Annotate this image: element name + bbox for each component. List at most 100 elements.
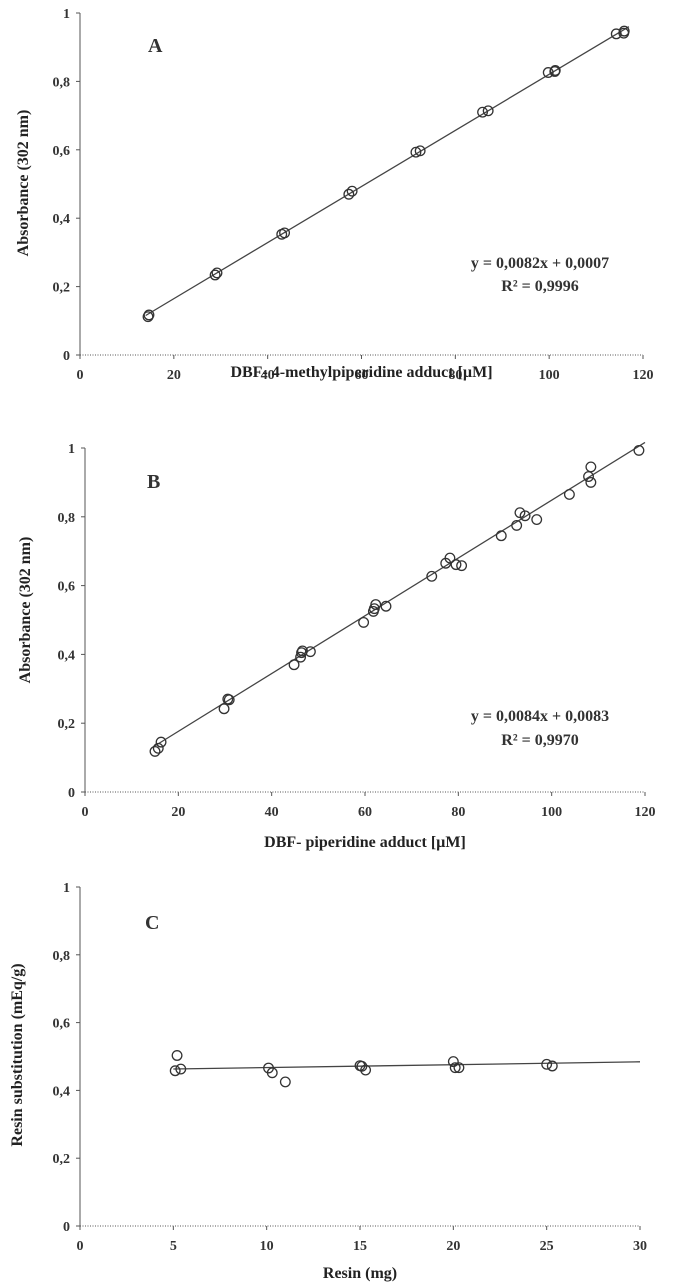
- data-point: [426, 570, 438, 582]
- panel-letter: A: [148, 35, 163, 57]
- y-tick-label: 0,8: [53, 75, 71, 90]
- y-tick-label: 0,6: [58, 580, 76, 595]
- x-tick-label: 60: [358, 805, 372, 820]
- x-tick-label: 20: [171, 805, 185, 820]
- data-point: [447, 1056, 459, 1068]
- y-tick-label: 0,6: [53, 144, 71, 159]
- x-tick-label: 5: [170, 1239, 177, 1254]
- data-point: [541, 1058, 553, 1070]
- y-axis-title: Absorbance (302 nm): [15, 110, 32, 257]
- data-point: [633, 444, 645, 456]
- y-axis-title: Absorbance (302 nm): [17, 537, 34, 684]
- x-axis-title: Resin (mg): [323, 1265, 397, 1282]
- regression-equation: y = 0,0084x + 0,0083: [471, 708, 609, 725]
- x-tick-label: 20: [167, 368, 181, 383]
- y-tick-label: 0: [63, 349, 70, 364]
- x-axis-title: DBF- piperidine adduct [µM]: [264, 834, 466, 851]
- data-point: [223, 694, 235, 706]
- x-tick-label: 0: [77, 368, 84, 383]
- x-tick-label: 120: [635, 805, 656, 820]
- x-tick-label: 100: [541, 805, 562, 820]
- data-point: [279, 227, 291, 239]
- trendline: [145, 26, 630, 317]
- data-point: [218, 703, 230, 715]
- y-tick-label: 0: [63, 1220, 70, 1235]
- data-point: [495, 530, 507, 542]
- y-tick-label: 0,2: [53, 1152, 71, 1167]
- panel-letter: B: [147, 471, 160, 493]
- x-tick-label: 40: [265, 805, 279, 820]
- data-point: [358, 616, 370, 628]
- data-point: [279, 1076, 291, 1088]
- y-tick-label: 0,4: [53, 212, 71, 227]
- r-squared: R² = 0,9996: [501, 278, 578, 295]
- data-point: [171, 1050, 183, 1061]
- data-point: [546, 1060, 558, 1072]
- data-point: [149, 745, 161, 757]
- x-tick-label: 15: [353, 1239, 367, 1254]
- data-point: [304, 646, 316, 658]
- data-point: [209, 269, 221, 281]
- x-tick-label: 0: [77, 1239, 84, 1254]
- y-axis-title: Resin substitution (mEq/g): [9, 963, 26, 1146]
- data-point: [356, 1060, 368, 1072]
- data-point: [444, 552, 456, 564]
- trendline: [152, 441, 646, 748]
- data-point: [155, 736, 167, 748]
- data-point: [152, 742, 164, 754]
- x-tick-label: 100: [539, 368, 560, 383]
- data-point: [175, 1063, 187, 1075]
- data-point: [456, 560, 468, 572]
- x-tick-label: 80: [448, 368, 462, 383]
- data-point: [211, 267, 223, 279]
- data-point: [143, 309, 155, 321]
- data-point: [549, 65, 561, 76]
- data-point: [360, 1064, 372, 1076]
- panel-a: 0 0,2 0,4 0,6 0,8 1 0 20 40 60 80 100 120 DBF- 4-meth…: [15, 7, 654, 383]
- y-tick-label: 0,4: [58, 648, 76, 663]
- y-tick-label: 0,4: [53, 1084, 71, 1099]
- trendline: [173, 1061, 641, 1070]
- panel-b: 0 0,2 0,4 0,6 0,8 1 0 20 40 60 80 100 120 DBF- piperi…: [17, 441, 656, 851]
- data-point: [266, 1067, 278, 1079]
- data-point: [618, 25, 630, 37]
- y-tick-label: 0,8: [53, 949, 71, 964]
- x-tick-label: 120: [633, 368, 654, 383]
- data-point: [297, 645, 308, 657]
- y-tick-label: 1: [63, 881, 70, 896]
- data-point: [169, 1065, 181, 1077]
- data-point: [343, 188, 355, 200]
- x-tick-label: 40: [261, 368, 275, 383]
- data-point: [295, 651, 307, 663]
- r-squared: R² = 0,9970: [501, 732, 578, 749]
- data-point: [511, 519, 523, 531]
- data-point: [346, 185, 358, 197]
- data-point: [583, 471, 594, 483]
- data-point: [414, 145, 426, 157]
- data-point: [370, 599, 382, 610]
- regression-equation: y = 0,0082x + 0,0007: [471, 255, 609, 272]
- data-point: [563, 488, 575, 500]
- data-point: [519, 510, 531, 522]
- y-tick-label: 1: [63, 7, 70, 22]
- x-tick-label: 0: [82, 805, 89, 820]
- y-tick-label: 1: [68, 442, 75, 457]
- data-point: [477, 106, 488, 118]
- data-point: [288, 659, 300, 671]
- x-tick-label: 10: [260, 1239, 274, 1254]
- y-tick-label: 0,8: [58, 511, 76, 526]
- data-point: [449, 1062, 461, 1074]
- x-tick-label: 25: [540, 1239, 554, 1254]
- data-point: [542, 67, 554, 78]
- x-tick-label: 30: [633, 1239, 647, 1254]
- x-tick-label: 20: [446, 1239, 460, 1254]
- x-tick-label: 60: [355, 368, 369, 383]
- panel-letter: C: [145, 912, 159, 934]
- data-point: [585, 461, 597, 473]
- y-tick-label: 0: [68, 786, 75, 801]
- x-axis-title: DBF- 4-methylpiperidine adduct [µM]: [230, 364, 492, 381]
- data-point: [453, 1062, 465, 1074]
- y-tick-label: 0,2: [53, 281, 71, 296]
